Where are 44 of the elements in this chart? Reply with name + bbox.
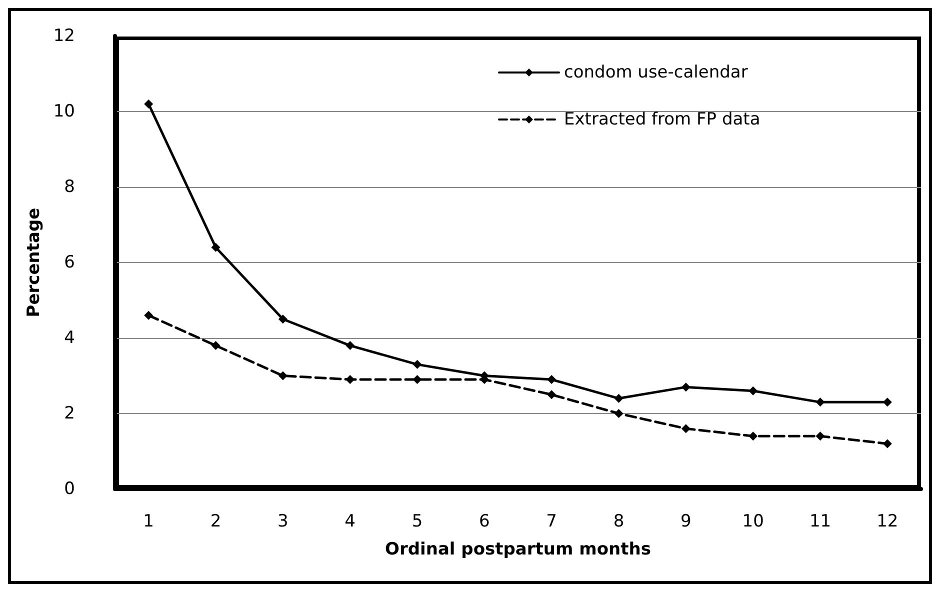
point [882, 439, 892, 448]
y-tick-label: 2 [64, 404, 75, 424]
x-tick-label: 8 [613, 512, 624, 532]
y-axis-title: Percentage [24, 208, 44, 318]
point [882, 398, 892, 407]
point [144, 310, 154, 320]
y-tick-label: 4 [64, 328, 75, 348]
point [681, 424, 690, 434]
point [412, 360, 422, 369]
point [681, 382, 690, 392]
y-tick-label: 12 [53, 26, 75, 46]
y-tick-label: 8 [64, 177, 75, 197]
x-tick-label: 9 [680, 512, 692, 532]
y-tick-label: 0 [64, 479, 75, 499]
point [547, 375, 556, 384]
point [278, 371, 288, 380]
point [144, 99, 154, 108]
legend-label: Extracted from FP data [564, 110, 760, 130]
point [211, 242, 220, 252]
x-tick-label: 7 [546, 512, 557, 532]
point [547, 390, 556, 400]
x-tick-label: 11 [809, 512, 832, 532]
y-tick-label: 6 [64, 252, 75, 272]
point [346, 341, 355, 350]
point [748, 386, 758, 396]
point [211, 341, 220, 350]
point [614, 394, 624, 403]
point [816, 432, 825, 441]
x-tick-label: 2 [210, 512, 222, 532]
point [748, 432, 758, 441]
x-tick-label: 5 [412, 512, 423, 532]
point [278, 314, 288, 324]
point [816, 398, 825, 407]
point [614, 409, 624, 418]
x-tick-label: 1 [143, 512, 154, 532]
y-tick-label: 10 [53, 102, 75, 122]
legend-label: condom use-calendar [564, 62, 748, 82]
x-tick-label: 4 [344, 512, 356, 532]
x-tick-label: 6 [479, 512, 490, 532]
x-tick-label: 10 [742, 512, 764, 532]
x-tick-label: 3 [278, 512, 288, 532]
x-axis-title: Ordinal postpartum months [385, 540, 651, 560]
x-tick-label: 12 [876, 512, 898, 532]
point [412, 375, 422, 384]
